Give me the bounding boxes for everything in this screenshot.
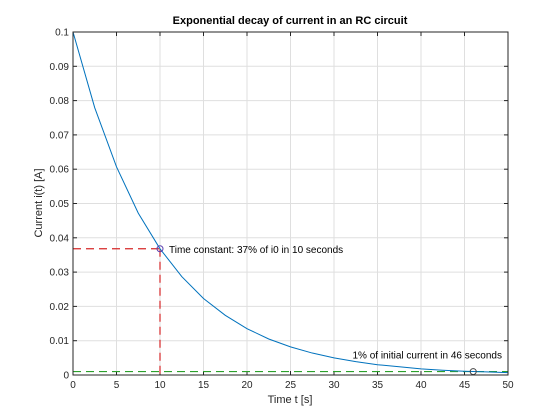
grid-lines: [72, 31, 509, 376]
x-tick-label: 50: [502, 380, 514, 391]
y-ticks: 0 0.01 0.02 0.03 0.04 0.05 0.06 0.07 0.08 0.09 0.1: [50, 28, 508, 382]
y-tick-label: 0.03: [50, 268, 70, 279]
x-tick-label: 0: [70, 380, 76, 391]
y-tick-label: 0: [63, 371, 69, 382]
plot-area-border: [72, 31, 509, 376]
x-tick-label: 30: [328, 380, 340, 391]
plot-data: [72, 31, 509, 375]
time-constant-marker: [156, 245, 164, 253]
x-tick-label: 5: [114, 380, 120, 391]
x-ticks: 0 5 10 15 20 25 30 35 40 45 50: [70, 32, 514, 391]
y-tick-label: 0.06: [50, 165, 70, 176]
x-tick-label: 25: [285, 380, 297, 391]
one-percent-annotation: 1% of initial current in 46 seconds: [352, 351, 502, 362]
x-tick-label: 20: [241, 380, 253, 391]
x-axis-label: Time t [s]: [268, 394, 313, 406]
annotations: Time constant: 37% of i0 in 10 seconds 1%…: [156, 245, 502, 376]
time-constant-annotation: Time constant: 37% of i0 in 10 seconds: [169, 245, 343, 256]
y-tick-label: 0.09: [50, 62, 70, 73]
decay-curve: [72, 31, 509, 374]
chart-title: Exponential decay of current in an RC ci…: [173, 15, 408, 27]
y-tick-label: 0.01: [50, 336, 70, 347]
y-tick-label: 0.05: [50, 199, 70, 210]
y-tick-label: 0.08: [50, 96, 70, 107]
x-tick-label: 35: [372, 380, 384, 391]
y-axis-label: Current i(t) [A]: [33, 168, 45, 237]
x-tick-label: 45: [459, 380, 471, 391]
y-tick-label: 0.04: [50, 233, 70, 244]
x-tick-label: 15: [198, 380, 210, 391]
y-tick-label: 0.02: [50, 302, 70, 313]
x-tick-label: 40: [415, 380, 427, 391]
y-tick-label: 0.1: [55, 28, 69, 39]
y-tick-label: 0.07: [50, 130, 70, 141]
x-tick-label: 10: [154, 380, 166, 391]
